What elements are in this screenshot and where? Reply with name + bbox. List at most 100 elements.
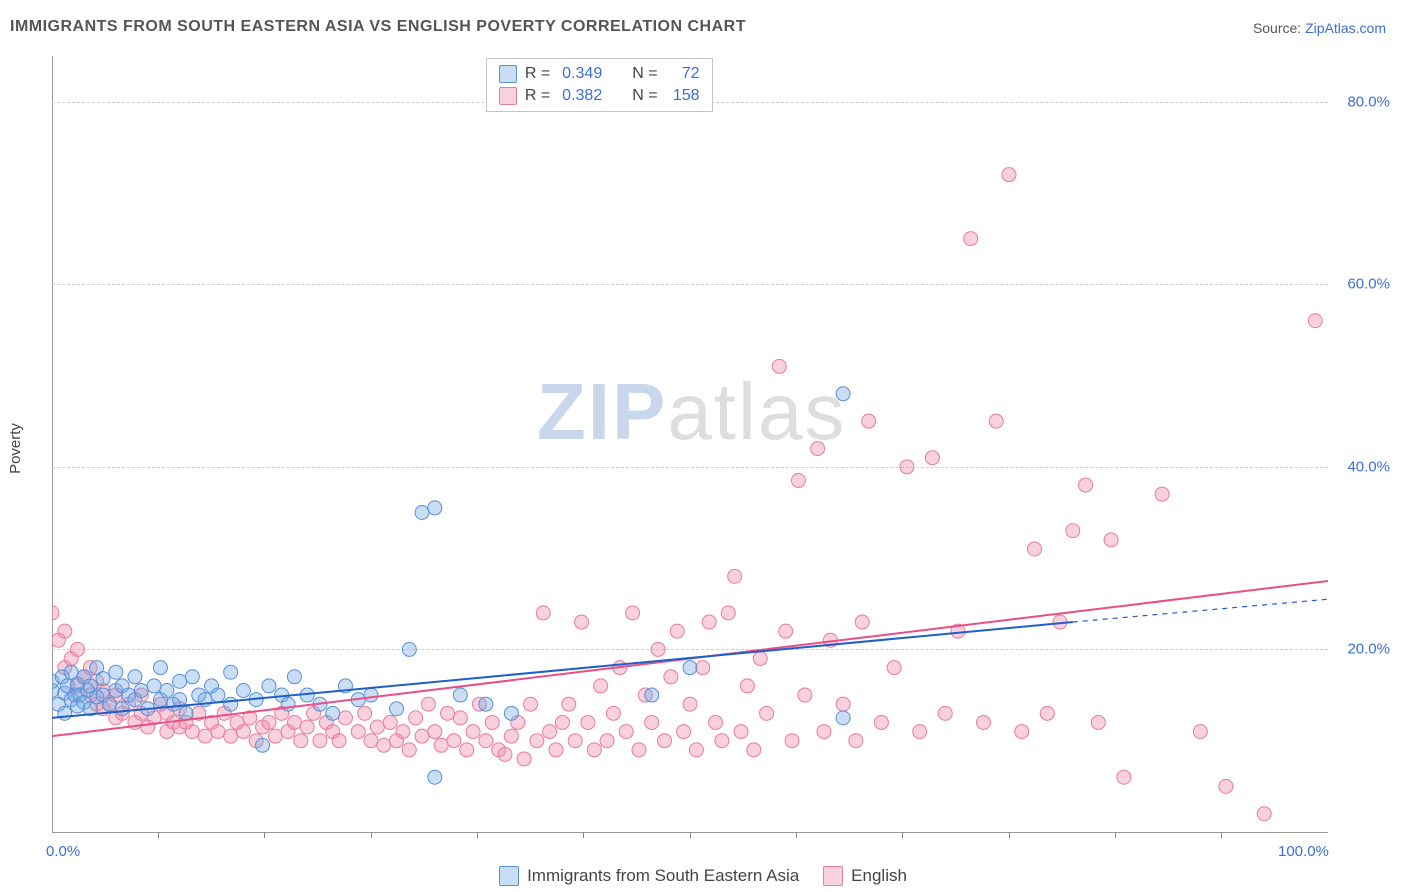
data-point: [645, 688, 659, 702]
data-point: [364, 734, 378, 748]
data-point: [390, 702, 404, 716]
data-point: [262, 715, 276, 729]
data-point: [428, 725, 442, 739]
x-tick: [477, 832, 478, 838]
data-point: [964, 232, 978, 246]
data-point: [900, 460, 914, 474]
data-point: [326, 706, 340, 720]
data-point: [256, 738, 270, 752]
data-point: [173, 674, 187, 688]
data-point: [441, 706, 455, 720]
data-point: [58, 624, 72, 638]
data-point: [683, 661, 697, 675]
legend-swatch: [499, 866, 519, 886]
data-point: [817, 725, 831, 739]
y-tick-label: 60.0%: [1347, 276, 1390, 293]
data-point: [1066, 524, 1080, 538]
data-point: [447, 734, 461, 748]
data-point: [383, 715, 397, 729]
data-point: [836, 697, 850, 711]
data-point: [1015, 725, 1029, 739]
data-point: [268, 729, 282, 743]
data-point: [976, 715, 990, 729]
data-point: [453, 711, 467, 725]
data-point: [294, 734, 308, 748]
data-point: [670, 624, 684, 638]
data-point: [989, 414, 1003, 428]
data-point: [664, 670, 678, 684]
x-tick: [690, 832, 691, 838]
data-point: [798, 688, 812, 702]
data-point: [925, 451, 939, 465]
data-point: [198, 729, 212, 743]
data-point: [626, 606, 640, 620]
x-tick: [371, 832, 372, 838]
data-point: [71, 642, 85, 656]
legend-r-label: R =: [525, 87, 550, 105]
data-point: [460, 743, 474, 757]
data-point: [479, 734, 493, 748]
data-point: [779, 624, 793, 638]
data-point: [1308, 314, 1322, 328]
data-point: [760, 706, 774, 720]
data-point: [281, 697, 295, 711]
chart-title: IMMIGRANTS FROM SOUTH EASTERN ASIA VS EN…: [10, 18, 746, 36]
x-tick: [1221, 832, 1222, 838]
legend-swatch: [823, 866, 843, 886]
data-point: [772, 359, 786, 373]
data-point: [58, 706, 72, 720]
x-tick: [158, 832, 159, 838]
data-point: [728, 569, 742, 583]
data-point: [702, 615, 716, 629]
data-point: [1079, 478, 1093, 492]
data-point: [836, 387, 850, 401]
data-point: [696, 661, 710, 675]
data-point: [651, 642, 665, 656]
data-point: [415, 729, 429, 743]
data-point: [409, 711, 423, 725]
legend-swatch: [499, 65, 517, 83]
y-tick-label: 20.0%: [1347, 641, 1390, 658]
data-point: [96, 672, 110, 686]
data-point: [332, 734, 346, 748]
data-point: [811, 442, 825, 456]
data-point: [236, 725, 250, 739]
data-point: [466, 725, 480, 739]
data-point: [160, 683, 174, 697]
data-point: [677, 725, 691, 739]
data-point: [887, 661, 901, 675]
data-point: [785, 734, 799, 748]
data-point: [874, 715, 888, 729]
data-point: [262, 679, 276, 693]
data-point: [524, 697, 538, 711]
data-point: [115, 702, 129, 716]
data-point: [581, 715, 595, 729]
legend-r-label: R =: [525, 65, 550, 83]
legend-n-value: 158: [666, 87, 700, 105]
data-point: [530, 734, 544, 748]
data-point: [377, 738, 391, 752]
source-link[interactable]: ZipAtlas.com: [1305, 20, 1386, 36]
data-point: [632, 743, 646, 757]
legend-row: R =0.349N =72: [499, 63, 700, 85]
data-point: [428, 770, 442, 784]
data-point: [1193, 725, 1207, 739]
data-point: [185, 725, 199, 739]
data-point: [351, 725, 365, 739]
data-point: [645, 715, 659, 729]
data-point: [224, 665, 238, 679]
data-point: [594, 679, 608, 693]
data-point: [747, 743, 761, 757]
data-point: [102, 697, 116, 711]
data-point: [109, 665, 123, 679]
data-point: [1104, 533, 1118, 547]
data-point: [753, 652, 767, 666]
data-point: [913, 725, 927, 739]
data-point: [740, 679, 754, 693]
data-point: [1040, 706, 1054, 720]
data-point: [134, 683, 148, 697]
data-point: [568, 734, 582, 748]
data-point: [938, 706, 952, 720]
data-point: [185, 670, 199, 684]
data-point: [421, 697, 435, 711]
